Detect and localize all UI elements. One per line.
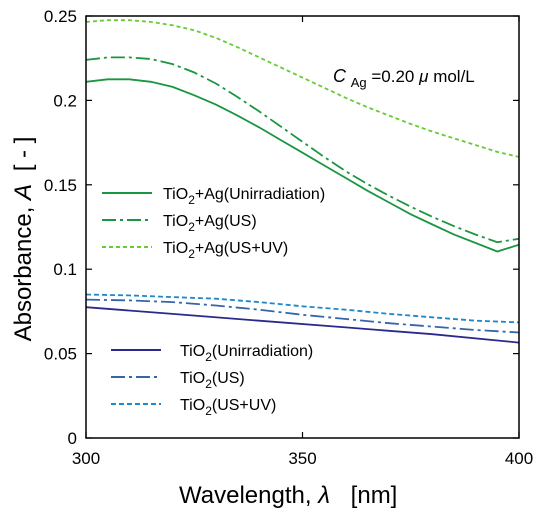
y-tick-label: 0.15 [44,176,77,195]
annot-unit: mol/L [433,67,475,86]
legend-label-1: TiO2+Ag(US) [163,213,257,234]
concentration-annotation: C Ag =0.20 μ mol/L [333,66,475,91]
axis-ticks: 300 350 400 0 0.05 0.1 0.15 0.2 0.25 [44,7,533,468]
x-axis-title-text: Wavelength, [179,482,318,509]
series-line-2 [86,19,519,158]
y-axis-unit: [ - ] [10,137,37,172]
series-line-0 [86,78,519,253]
series-line-3 [86,306,519,344]
y-axis-title-text: Absorbance, [10,200,37,341]
y-tick-label: 0.2 [53,91,77,110]
series-line-4 [86,298,519,334]
annot-subscript: Ag [351,75,367,90]
x-axis-symbol: λ [316,482,330,509]
legend-label-5: TiO2(US+UV) [180,397,276,418]
x-axis-title: Wavelength, λ [nm] [179,482,397,509]
legend: TiO2+Ag(Unirradiation) TiO2+Ag(US) TiO2+Ag… [102,186,325,418]
y-tick-label: 0.25 [44,7,77,26]
legend-label-4: TiO2(US) [180,370,245,391]
y-tick-label: 0 [68,429,77,448]
legend-label-2: TiO2+Ag(US+UV) [163,240,288,261]
legend-label-0: TiO2+Ag(Unirradiation) [163,186,325,207]
x-tick-label: 400 [505,449,533,468]
x-tick-label: 300 [72,449,100,468]
series-layer [86,19,519,344]
y-tick-label: 0.05 [44,345,77,364]
x-axis-unit: [nm] [351,482,398,509]
series-line-5 [86,293,519,324]
annot-value: =0.20 [371,67,414,86]
series-line-1 [86,56,519,244]
y-axis-title: Absorbance, A [ - ] [10,137,37,342]
x-tick-label: 350 [288,449,316,468]
y-axis-symbol: A [10,184,37,202]
annot-symbol: C [333,66,347,86]
annot-mu: μ [418,67,429,86]
legend-label-3: TiO2(Unirradiation) [180,343,313,364]
y-tick-label: 0.1 [53,260,77,279]
